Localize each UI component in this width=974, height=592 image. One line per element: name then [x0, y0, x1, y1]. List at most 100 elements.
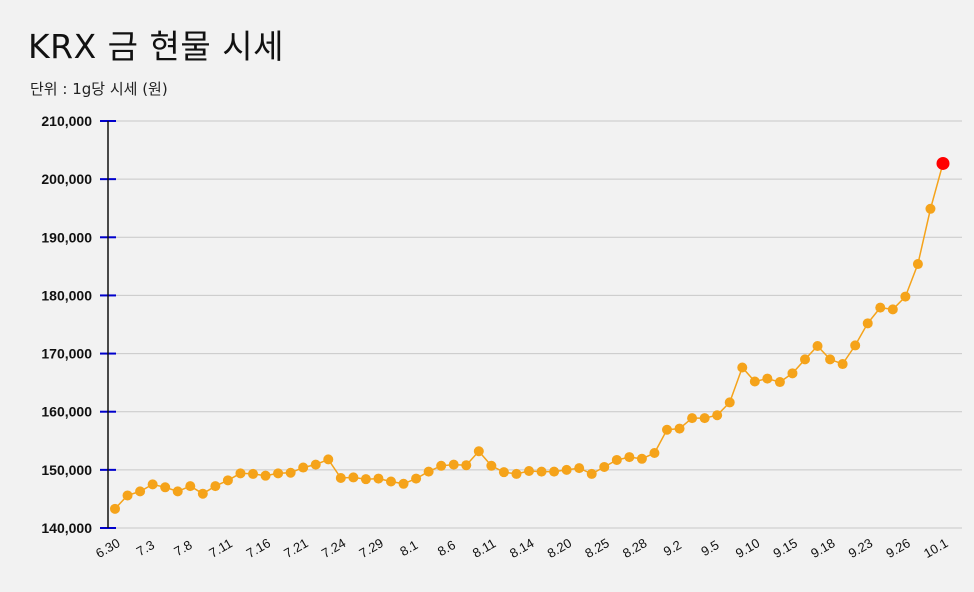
data-point: [524, 466, 534, 477]
x-tick-label: 9.23: [846, 535, 875, 561]
x-tick-label: 7.16: [244, 535, 273, 561]
y-tick-label: 210,000: [41, 113, 92, 129]
data-point: [122, 490, 133, 501]
data-point: [335, 472, 346, 483]
x-tick-label: 8.1: [397, 537, 420, 559]
data-point: [423, 466, 434, 477]
data-point: [172, 486, 183, 497]
y-tick-label: 190,000: [41, 229, 92, 245]
x-tick-label: 10.1: [921, 535, 950, 561]
latest-point: [936, 156, 950, 170]
data-point: [373, 473, 384, 484]
data-point: [912, 259, 923, 270]
data-point: [398, 478, 409, 489]
data-point: [812, 341, 823, 352]
data-point: [850, 340, 861, 351]
data-point: [837, 359, 848, 370]
series-line: [114, 163, 944, 510]
data-point: [662, 424, 672, 435]
data-point: [624, 452, 635, 463]
data-point: [260, 470, 271, 481]
data-point: [448, 459, 459, 470]
data-point: [900, 291, 911, 302]
x-tick-label: 7.21: [281, 535, 310, 561]
x-tick-label: 8.20: [545, 535, 574, 561]
x-tick-label: 9.10: [733, 535, 762, 561]
price-series: [110, 156, 950, 514]
data-point: [774, 377, 785, 388]
y-tick-label: 160,000: [41, 404, 92, 420]
data-point: [323, 454, 334, 465]
data-point: [348, 472, 359, 483]
x-tick-label: 7.24: [319, 535, 348, 561]
data-point: [411, 473, 422, 484]
data-point: [737, 362, 748, 373]
data-point: [925, 203, 936, 214]
data-point: [636, 453, 647, 464]
data-point: [561, 464, 572, 475]
data-point: [787, 368, 798, 379]
x-tick-label: 8.6: [435, 537, 458, 559]
data-point: [649, 447, 660, 458]
data-point: [762, 373, 773, 384]
data-point: [135, 486, 146, 497]
x-tick-label: 9.18: [808, 535, 837, 561]
data-point: [310, 459, 321, 470]
data-point: [724, 397, 735, 408]
data-point: [248, 468, 258, 479]
data-point: [360, 474, 371, 485]
data-point: [825, 354, 836, 365]
data-point: [574, 463, 585, 474]
x-tick-label: 9.5: [698, 537, 721, 559]
data-point: [185, 481, 196, 492]
data-point: [235, 468, 246, 479]
data-point: [273, 468, 284, 479]
y-tick-label: 170,000: [41, 346, 92, 362]
data-point: [611, 454, 622, 465]
data-point: [511, 468, 522, 479]
data-point: [536, 466, 547, 477]
y-tick-label: 180,000: [41, 287, 92, 303]
chart-title: KRX 금 현물 시세: [28, 27, 284, 66]
data-point: [110, 503, 120, 514]
data-point: [486, 460, 497, 471]
data-point: [887, 304, 898, 315]
x-tick-label: 7.3: [134, 537, 157, 559]
data-point: [386, 476, 396, 487]
data-point: [285, 467, 296, 478]
data-point: [586, 468, 597, 479]
grid-lines: [108, 120, 962, 529]
data-point: [298, 462, 309, 473]
x-tick-label: 7.29: [356, 535, 385, 561]
x-tick-label: 8.11: [470, 536, 499, 561]
data-point: [498, 467, 509, 478]
y-tick-label: 200,000: [41, 171, 92, 187]
x-tick-label: 8.28: [620, 535, 649, 561]
data-point: [862, 318, 873, 329]
data-point: [687, 413, 698, 424]
data-point: [800, 354, 810, 365]
data-point: [147, 479, 158, 490]
data-point: [461, 460, 472, 471]
y-tick-label: 150,000: [41, 462, 92, 478]
y-tick-label: 140,000: [41, 520, 92, 536]
data-point: [875, 302, 886, 313]
x-tick-label: 7.11: [206, 536, 235, 561]
data-point: [549, 466, 560, 477]
data-point: [699, 413, 710, 424]
x-axis-labels: 6.30 7.3 7.8 7.11 7.16 7.21 7.24 7.29 8.1 8.6 8.11…: [93, 535, 950, 561]
data-point: [197, 488, 208, 499]
data-point: [210, 481, 221, 492]
x-tick-label: 8.14: [507, 535, 536, 561]
data-point: [222, 475, 233, 486]
x-tick-label: 9.2: [661, 537, 684, 559]
data-point: [160, 482, 171, 493]
data-point: [436, 460, 447, 471]
y-axis: 140,000 150,000 160,000 170,000 180,000 190,0…: [41, 113, 116, 536]
data-point: [712, 410, 723, 421]
chart-subtitle: 단위 : 1g당 시세 (원): [30, 80, 168, 98]
data-point: [749, 376, 760, 387]
x-tick-label: 7.8: [171, 537, 194, 559]
x-tick-label: 8.25: [582, 535, 611, 561]
